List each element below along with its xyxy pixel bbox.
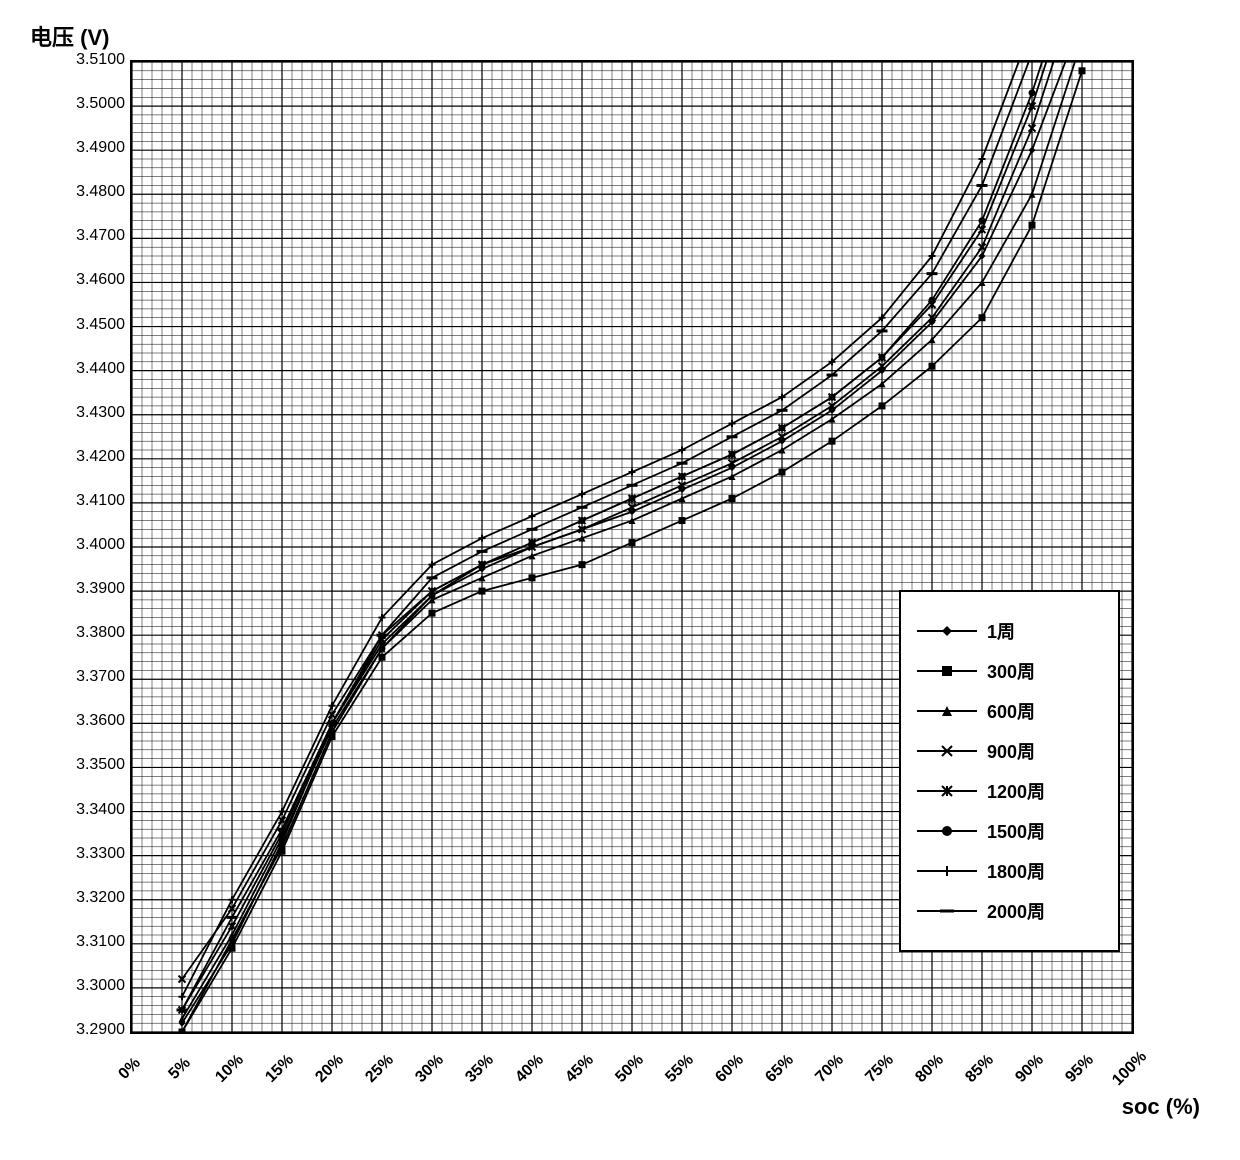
x-tick-label: 20%: [312, 1051, 347, 1086]
x-tick-label: 5%: [165, 1054, 194, 1083]
y-tick-label: 3.3900: [76, 580, 125, 598]
legend-marker-icon: [917, 661, 977, 681]
y-tick-label: 3.3600: [76, 712, 125, 730]
legend-item: 1800周: [917, 858, 1102, 884]
legend-item: 1500周: [917, 818, 1102, 844]
legend-marker-icon: [917, 901, 977, 921]
x-tick-label: 45%: [562, 1051, 597, 1086]
y-tick-label: 3.3200: [76, 889, 125, 907]
y-tick-label: 3.4400: [76, 360, 125, 378]
x-tick-label: 75%: [862, 1051, 897, 1086]
y-tick-label: 3.2900: [76, 1021, 125, 1039]
y-tick-label: 3.4600: [76, 271, 125, 289]
legend-marker-icon: [917, 781, 977, 801]
y-tick-label: 3.3300: [76, 845, 125, 863]
y-tick-label: 3.4200: [76, 448, 125, 466]
x-axis-title: soc (%): [1122, 1094, 1200, 1120]
y-tick-label: 3.4100: [76, 492, 125, 510]
x-tick-label: 60%: [712, 1051, 747, 1086]
legend-label: 1200周: [987, 778, 1045, 804]
legend-item: 2000周: [917, 898, 1102, 924]
x-tick-label: 85%: [962, 1051, 997, 1086]
x-tick-label: 25%: [362, 1051, 397, 1086]
y-tick-label: 3.3100: [76, 933, 125, 951]
legend-label: 1周: [987, 618, 1015, 644]
x-tick-label: 95%: [1062, 1051, 1097, 1086]
x-tick-label: 10%: [212, 1051, 247, 1086]
legend-item: 600周: [917, 698, 1102, 724]
x-tick-label: 0%: [115, 1054, 144, 1083]
x-tick-label: 30%: [412, 1051, 447, 1086]
legend-marker-icon: [917, 861, 977, 881]
y-tick-label: 3.3000: [76, 977, 125, 995]
y-axis-title: 电压 (V): [30, 20, 109, 52]
chart-container: 电压 (V) soc (%) 3.2900 3.3000 3.3100 3.3200 3…: [20, 20, 1220, 1140]
y-tick-label: 3.5000: [76, 95, 125, 113]
y-tick-label: 3.3400: [76, 801, 125, 819]
legend-item: 1周: [917, 618, 1102, 644]
legend-box: 1周 300周 600周 900周 1200周 1500周 1800周 2000周: [899, 590, 1120, 952]
legend-marker-icon: [917, 821, 977, 841]
x-tick-label: 50%: [612, 1051, 647, 1086]
legend-marker-icon: [917, 741, 977, 761]
y-tick-label: 3.4900: [76, 139, 125, 157]
x-tick-label: 65%: [762, 1051, 797, 1086]
y-tick-label: 3.4300: [76, 404, 125, 422]
y-tick-label: 3.4700: [76, 227, 125, 245]
x-tick-label: 15%: [262, 1051, 297, 1086]
x-tick-label: 80%: [912, 1051, 947, 1086]
legend-label: 1500周: [987, 818, 1045, 844]
y-tick-label: 3.4500: [76, 316, 125, 334]
x-tick-label: 90%: [1012, 1051, 1047, 1086]
x-tick-label: 35%: [462, 1051, 497, 1086]
y-tick-label: 3.3700: [76, 668, 125, 686]
legend-item: 1200周: [917, 778, 1102, 804]
x-tick-label: 55%: [662, 1051, 697, 1086]
y-tick-label: 3.4000: [76, 536, 125, 554]
legend-label: 1800周: [987, 858, 1045, 884]
y-tick-label: 3.3800: [76, 624, 125, 642]
legend-label: 600周: [987, 698, 1035, 724]
y-tick-label: 3.4800: [76, 183, 125, 201]
y-tick-label: 3.3500: [76, 756, 125, 774]
legend-label: 2000周: [987, 898, 1045, 924]
x-tick-label: 40%: [512, 1051, 547, 1086]
legend-item: 900周: [917, 738, 1102, 764]
legend-label: 300周: [987, 658, 1035, 684]
legend-marker-icon: [917, 621, 977, 641]
x-tick-label: 100%: [1109, 1048, 1151, 1090]
x-tick-label: 70%: [812, 1051, 847, 1086]
legend-label: 900周: [987, 738, 1035, 764]
legend-marker-icon: [917, 701, 977, 721]
y-tick-label: 3.5100: [76, 51, 125, 69]
legend-item: 300周: [917, 658, 1102, 684]
